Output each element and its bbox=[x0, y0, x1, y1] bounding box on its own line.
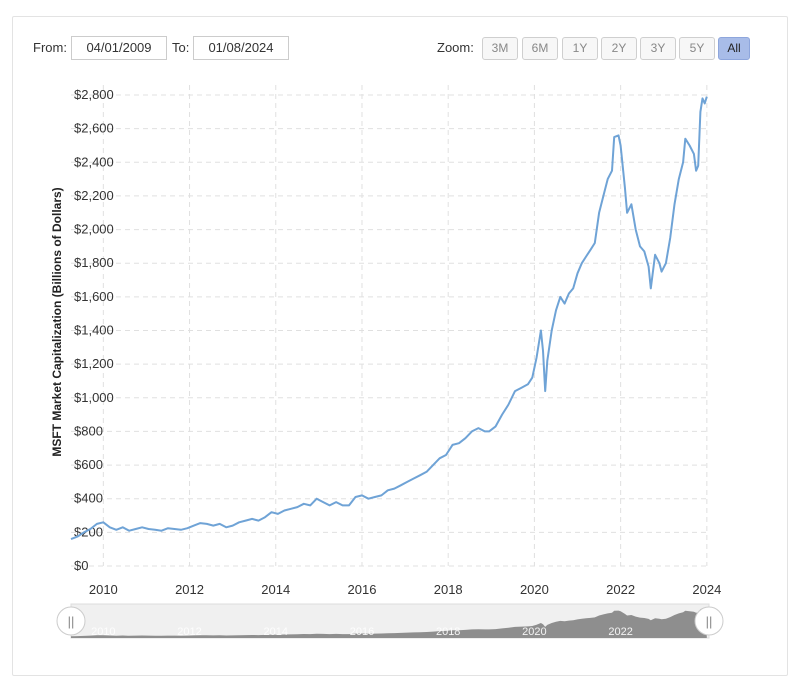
navigator-tick-label: 2012 bbox=[177, 626, 201, 638]
from-label: From: bbox=[33, 40, 67, 55]
y-axis-label: MSFT Market Capitalization (Billions of … bbox=[50, 187, 64, 456]
zoom-5y-button[interactable]: 5Y bbox=[679, 37, 715, 60]
y-tick-label: $2,800 bbox=[74, 87, 114, 102]
y-tick-label: $1,400 bbox=[74, 323, 114, 338]
y-tick-label: $800 bbox=[74, 423, 103, 438]
navigator-tick-label: 2016 bbox=[350, 626, 374, 638]
zoom-3y-button[interactable]: 3Y bbox=[640, 37, 676, 60]
from-date-input[interactable]: 04/01/2009 bbox=[71, 36, 167, 60]
x-tick-label: 2014 bbox=[261, 582, 290, 597]
zoom-all-button[interactable]: All bbox=[718, 37, 750, 60]
grid-lines bbox=[71, 85, 709, 567]
zoom-label: Zoom: bbox=[437, 40, 474, 55]
x-axis-ticks: 2010 2012 2014 2016 2018 2020 2022 2024 bbox=[89, 582, 721, 597]
y-tick-label: $2,400 bbox=[74, 154, 114, 169]
y-axis-ticks: $0 $200 $400 $600 $800 $1,000 $1,200 $1,400 $1,6… bbox=[74, 87, 114, 573]
navigator-tick-label: 2020 bbox=[522, 626, 546, 638]
market-cap-line bbox=[70, 96, 708, 541]
y-tick-label: $1,200 bbox=[74, 356, 114, 371]
navigator-left-handle-knob[interactable] bbox=[56, 606, 86, 636]
x-tick-label: 2010 bbox=[89, 582, 118, 597]
navigator-right-handle[interactable]: || bbox=[694, 606, 724, 636]
navigator-ticks: 2010 2012 2014 2016 2018 2020 2022 bbox=[91, 626, 633, 638]
navigator-right-handle-knob[interactable] bbox=[694, 606, 724, 636]
navigator-tick-label: 2014 bbox=[264, 626, 288, 638]
zoom-6m-button[interactable]: 6M bbox=[522, 37, 558, 60]
x-tick-label: 2012 bbox=[175, 582, 204, 597]
zoom-1y-button[interactable]: 1Y bbox=[562, 37, 598, 60]
y-tick-label: $400 bbox=[74, 491, 103, 506]
x-tick-label: 2016 bbox=[348, 582, 377, 597]
y-tick-label: $0 bbox=[74, 558, 88, 573]
navigator-series-area bbox=[71, 608, 707, 638]
grip-icon: || bbox=[68, 614, 75, 629]
x-tick-label: 2020 bbox=[520, 582, 549, 597]
zoom-2y-button[interactable]: 2Y bbox=[601, 37, 637, 60]
y-tick-label: $2,600 bbox=[74, 121, 114, 136]
navigator[interactable]: 2010 2012 2014 2016 2018 2020 2022 || || bbox=[56, 603, 724, 639]
navigator-left-handle[interactable]: || bbox=[56, 606, 86, 636]
x-tick-label: 2018 bbox=[434, 582, 463, 597]
x-tick-label: 2024 bbox=[692, 582, 721, 597]
grip-icon: || bbox=[706, 614, 713, 629]
y-tick-label: $2,000 bbox=[74, 222, 114, 237]
y-tick-label: $1,600 bbox=[74, 289, 114, 304]
y-tick-label: $1,800 bbox=[74, 255, 114, 270]
to-label: To: bbox=[172, 40, 190, 55]
y-tick-label: $1,000 bbox=[74, 390, 114, 405]
y-tick-label: $2,200 bbox=[74, 188, 114, 203]
x-tick-label: 2022 bbox=[606, 582, 635, 597]
to-date-input[interactable]: 01/08/2024 bbox=[193, 36, 289, 60]
navigator-tick-label: 2022 bbox=[608, 626, 632, 638]
y-tick-label: $600 bbox=[74, 457, 103, 472]
navigator-tick-label: 2018 bbox=[436, 626, 460, 638]
navigator-tick-label: 2010 bbox=[91, 626, 115, 638]
y-tick-label: $200 bbox=[74, 524, 103, 539]
zoom-3m-button[interactable]: 3M bbox=[482, 37, 518, 60]
